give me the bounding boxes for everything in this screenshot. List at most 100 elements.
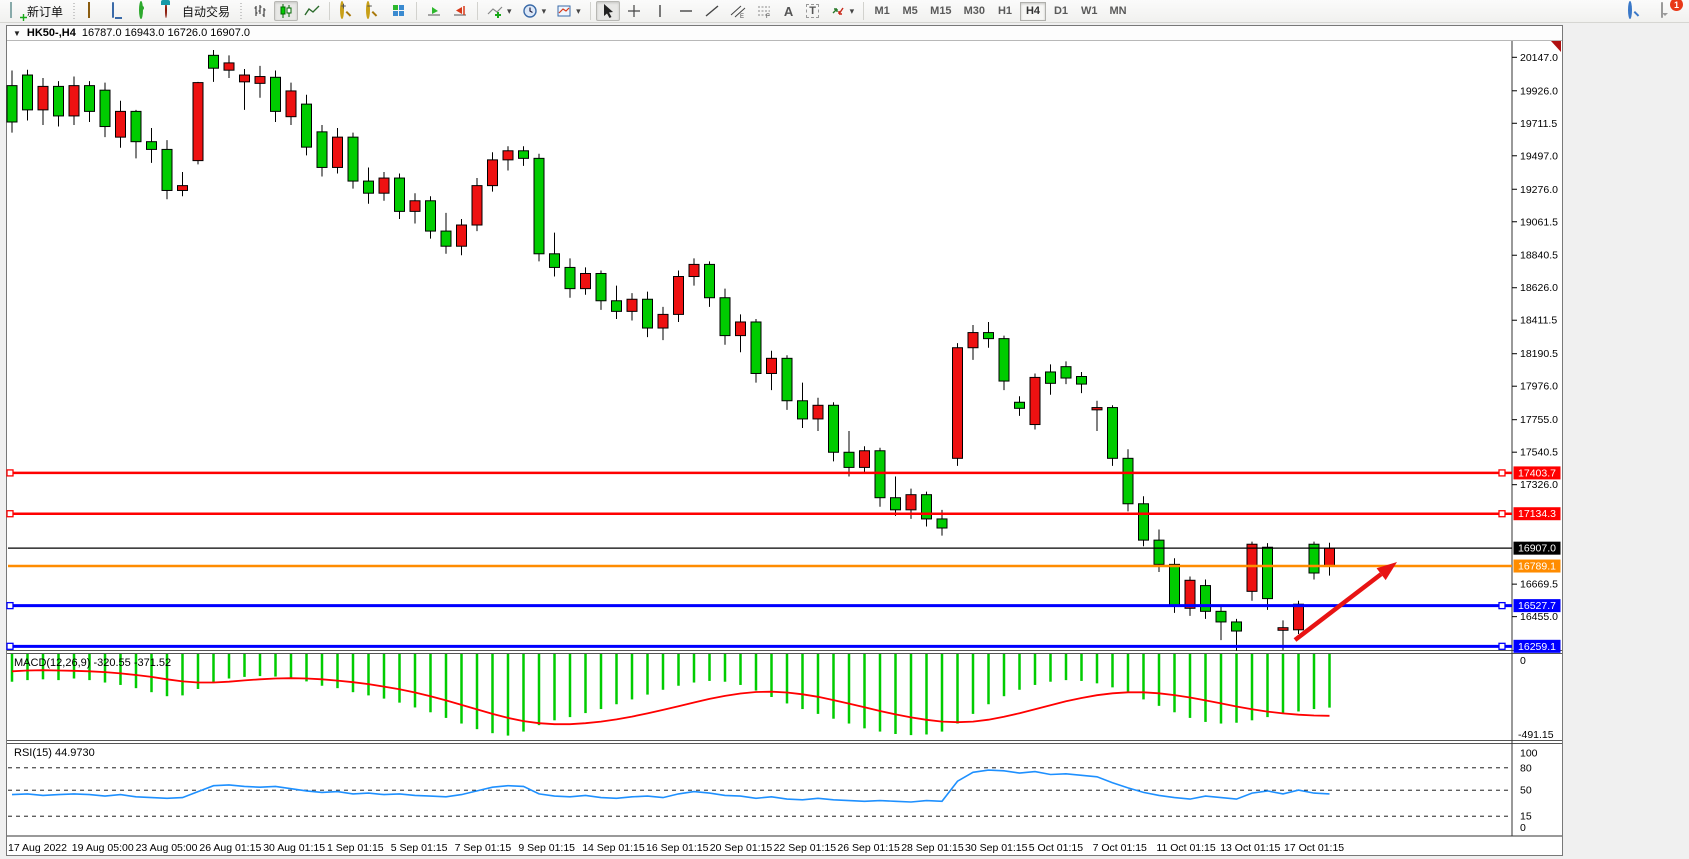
svg-text:19926.0: 19926.0 (1520, 85, 1558, 97)
horizontal-line-icon (679, 10, 692, 12)
svg-text:17540.5: 17540.5 (1520, 447, 1558, 459)
hline-handle[interactable] (1498, 601, 1506, 610)
text-label-tool-button[interactable]: T (802, 1, 824, 21)
auto-scroll-button[interactable] (422, 1, 446, 21)
svg-text:13 Oct 01:15: 13 Oct 01:15 (1220, 842, 1280, 854)
svg-text:22 Sep 01:15: 22 Sep 01:15 (774, 842, 837, 854)
crosshair-tool-button[interactable] (622, 1, 646, 21)
svg-text:17134.3: 17134.3 (1518, 508, 1556, 520)
templates-icon (557, 5, 571, 17)
svg-text:80: 80 (1520, 762, 1532, 774)
indicators-icon (487, 6, 503, 18)
zoom-in-button[interactable]: + (335, 1, 359, 21)
svg-text:18840.5: 18840.5 (1520, 250, 1558, 262)
hline-handle[interactable] (6, 510, 14, 518)
notifications-button[interactable]: 1 (1655, 0, 1683, 21)
hline-handle[interactable] (1498, 469, 1506, 477)
svg-text:20147.0: 20147.0 (1520, 52, 1558, 64)
svg-text:17326.0: 17326.0 (1520, 479, 1558, 491)
timeframe-mn[interactable]: MN (1109, 5, 1127, 17)
svg-text:17403.7: 17403.7 (1518, 467, 1556, 479)
chevron-down-icon: ▾ (507, 5, 512, 16)
svg-text:19711.5: 19711.5 (1520, 118, 1557, 130)
trendline-tool-button[interactable] (700, 1, 724, 21)
trendline-icon (705, 5, 719, 17)
time-axis[interactable]: 17 Aug 2022 19 Aug 05:00 23 Aug 05:00 26 Au… (8, 842, 1344, 854)
text-label-icon: T (806, 4, 819, 18)
collapse-icon[interactable]: ▼ (13, 28, 21, 38)
svg-text:17755.0: 17755.0 (1520, 414, 1558, 426)
cursor-tool-button[interactable] (595, 1, 620, 21)
tile-windows-button[interactable] (387, 1, 411, 21)
svg-text:26 Aug 01:15: 26 Aug 01:15 (199, 842, 261, 854)
fibonacci-tool-button[interactable]: F (752, 1, 776, 21)
svg-text:19497.0: 19497.0 (1520, 150, 1558, 162)
zoom-out-button[interactable]: − (361, 1, 385, 21)
svg-text:17 Oct 01:15: 17 Oct 01:15 (1284, 842, 1344, 854)
chevron-down-icon: ▾ (849, 5, 855, 16)
text-tool-icon: A (783, 3, 794, 19)
horizontal-line-tool-button[interactable] (674, 1, 698, 21)
vertical-line-icon (658, 5, 661, 17)
svg-text:30 Aug 01:15: 30 Aug 01:15 (263, 842, 325, 854)
svg-text:30 Sep 01:15: 30 Sep 01:15 (965, 842, 1028, 854)
auto-scroll-icon (428, 7, 441, 16)
tile-windows-icon (393, 5, 405, 17)
svg-text:E: E (740, 14, 744, 19)
svg-text:7 Sep 01:15: 7 Sep 01:15 (455, 842, 512, 854)
candlestick-chart-button[interactable] (274, 1, 299, 21)
hline-16789.1[interactable]: 16789.1 (8, 559, 1561, 573)
periods-button[interactable]: ▾ (518, 1, 551, 21)
svg-text:17976.0: 17976.0 (1520, 381, 1558, 393)
autotrading-button[interactable]: 自动交易 (159, 1, 234, 21)
timeframe-h1[interactable]: H1 (997, 5, 1012, 17)
hline-16259.1[interactable]: 16259.1 (6, 639, 1561, 653)
price-axis[interactable]: 20147.0 19926.0 19711.5 19497.0 19276.0 19061… (1512, 52, 1558, 623)
svg-text:50: 50 (1520, 785, 1532, 797)
line-chart-button[interactable] (300, 1, 324, 21)
templates-button[interactable]: ▾ (552, 1, 585, 21)
timeframe-h4[interactable]: H4 (1019, 1, 1046, 21)
hline-handle[interactable] (1498, 642, 1506, 650)
hline-handle[interactable] (6, 469, 14, 477)
timeframe-m15[interactable]: M15 (930, 5, 952, 17)
svg-text:16669.5: 16669.5 (1520, 579, 1558, 591)
chart-symbol-period: HK50-,H4 (26, 27, 76, 39)
timeframe-w1[interactable]: W1 (1080, 5, 1098, 17)
timeframe-m30[interactable]: M30 (963, 5, 985, 17)
svg-text:19061.5: 19061.5 (1520, 216, 1558, 228)
chart-ohlc-readout: 16787.0 16943.0 16726.0 16907.0 (81, 27, 251, 39)
hline-handle[interactable] (6, 642, 14, 650)
chart-window[interactable] (6, 25, 1563, 856)
trend-arrow-annotation[interactable] (1293, 562, 1397, 642)
vertical-line-tool-button[interactable] (648, 1, 672, 21)
chart-titlebar[interactable]: ▼ HK50-,H4 16787.0 16943.0 16726.0 16907… (7, 26, 1562, 41)
scale-lock-marker[interactable] (1551, 41, 1561, 52)
hline-16527.7[interactable]: 16527.7 (6, 599, 1561, 613)
hline-handle[interactable] (1498, 510, 1506, 518)
arrows-tool-button[interactable]: ▾ (826, 1, 859, 21)
timeframe-d1[interactable]: D1 (1053, 5, 1068, 17)
timeframe-m1[interactable]: M1 (874, 5, 890, 17)
indicators-button[interactable]: ▾ (483, 1, 516, 21)
hline-16907[interactable]: 16907.0 (8, 541, 1561, 555)
svg-text:F: F (766, 14, 770, 19)
svg-text:14 Sep 01:15: 14 Sep 01:15 (582, 842, 645, 854)
new-order-button[interactable]: 新订单 (4, 1, 67, 21)
timeframe-m5[interactable]: M5 (902, 5, 918, 17)
market-watch-button[interactable] (107, 1, 131, 21)
chart-shift-icon (454, 6, 467, 16)
hline-17134.3[interactable]: 17134.3 (6, 507, 1561, 521)
channel-tool-button[interactable]: E (726, 1, 750, 21)
hline-handle[interactable] (6, 601, 14, 610)
svg-text:5 Sep 01:15: 5 Sep 01:15 (391, 842, 448, 854)
svg-text:16789.1: 16789.1 (1518, 561, 1556, 573)
bar-chart-button[interactable] (248, 1, 272, 21)
chart-shift-button[interactable] (448, 1, 472, 21)
chevron-down-icon: ▾ (541, 5, 547, 16)
text-tool-button[interactable]: A (778, 1, 800, 21)
zoom-in-icon: + (339, 1, 355, 19)
hline-17403.7[interactable]: 17403.7 (6, 466, 1561, 480)
